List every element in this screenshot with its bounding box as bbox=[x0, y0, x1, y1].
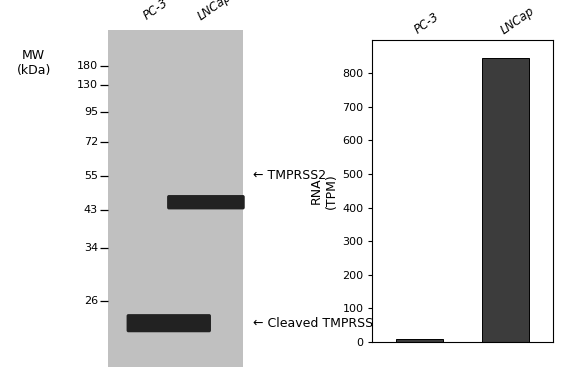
Text: 26: 26 bbox=[84, 296, 98, 305]
Text: ← TMPRSS2: ← TMPRSS2 bbox=[253, 169, 327, 182]
Bar bbox=[396, 339, 443, 342]
Text: 72: 72 bbox=[84, 137, 98, 147]
Text: MW
(kDa): MW (kDa) bbox=[16, 49, 51, 77]
Text: 95: 95 bbox=[84, 107, 98, 116]
Bar bbox=[108, 30, 243, 367]
Text: LNCap: LNCap bbox=[195, 0, 234, 23]
Text: 34: 34 bbox=[84, 243, 98, 253]
FancyBboxPatch shape bbox=[127, 314, 211, 332]
Text: PC-3: PC-3 bbox=[141, 0, 171, 23]
Text: 55: 55 bbox=[84, 171, 98, 181]
Text: ← Cleaved TMPRSS2: ← Cleaved TMPRSS2 bbox=[253, 317, 381, 330]
FancyBboxPatch shape bbox=[167, 195, 244, 209]
Text: 130: 130 bbox=[77, 80, 98, 90]
Text: 43: 43 bbox=[84, 205, 98, 215]
Text: 180: 180 bbox=[77, 61, 98, 71]
Bar bbox=[482, 58, 529, 342]
Y-axis label: RNA
(TPM): RNA (TPM) bbox=[310, 173, 338, 209]
